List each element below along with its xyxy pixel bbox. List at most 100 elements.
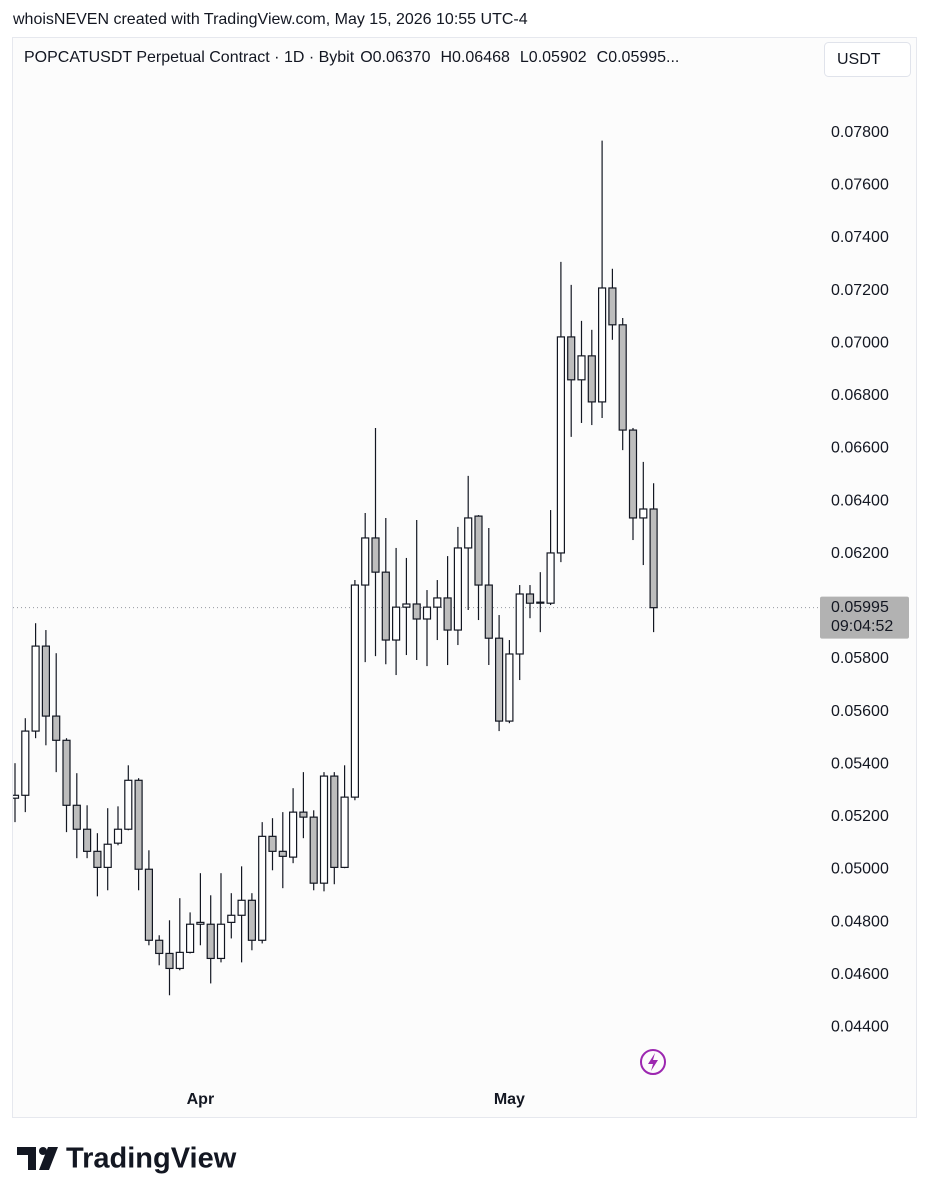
candle-body	[556, 336, 566, 554]
candle-body	[381, 571, 390, 641]
candle-body	[13, 794, 20, 799]
candle-body	[618, 324, 627, 431]
brand-logo	[17, 1147, 58, 1170]
candle-body	[330, 775, 339, 868]
candle-body	[52, 715, 61, 741]
candle-body	[134, 779, 143, 870]
candle-body	[186, 923, 195, 953]
candle-body	[525, 593, 535, 604]
candle-body	[628, 429, 638, 519]
candle-body	[392, 606, 401, 641]
candle-body	[165, 952, 174, 970]
candle-body	[299, 811, 308, 818]
candle-body	[484, 584, 493, 639]
legend-bar	[13, 38, 916, 78]
symbol-name: POPCATUSDT Perpetual Contract · 1D · Byb…	[24, 49, 355, 66]
candle-body	[433, 597, 442, 608]
candle-body	[278, 850, 287, 857]
candle-body	[474, 515, 483, 586]
candle-body	[216, 923, 226, 960]
y-tick-label: 0.05600	[831, 703, 889, 720]
y-tick-label: 0.06600	[831, 440, 889, 457]
candle-body	[237, 899, 246, 916]
y-tick-label: 0.05000	[831, 861, 889, 878]
ohlc-key: H	[440, 49, 452, 66]
ohlc-value: 0.06468	[452, 49, 510, 66]
brand-name: TradingView	[66, 1143, 237, 1175]
candle-body	[639, 508, 648, 519]
candle-body	[495, 637, 504, 722]
candle-body	[340, 796, 349, 868]
candle-body	[93, 850, 102, 868]
plot-area	[13, 140, 820, 996]
y-tick-label: 0.04800	[831, 913, 889, 930]
y-tick-label: 0.07000	[831, 334, 889, 351]
candle-body	[268, 835, 277, 852]
candle-body	[258, 835, 267, 941]
candle-body	[371, 537, 380, 573]
last-price-box	[820, 596, 909, 639]
y-tick-label: 0.07400	[831, 229, 889, 246]
y-tick-label: 0.04600	[831, 966, 889, 983]
ohlc-value: 0.05995...	[608, 49, 679, 66]
candle-body	[515, 593, 524, 655]
ohlc-key: C	[597, 49, 609, 66]
candle-body	[412, 603, 421, 620]
candle-body	[289, 811, 298, 858]
candle-body	[361, 537, 370, 586]
candle-body	[62, 739, 71, 806]
lightning-icon[interactable]	[640, 1049, 666, 1075]
candle-body	[587, 355, 596, 403]
ohlc-value: 0.05902	[529, 49, 587, 66]
candle-body	[155, 939, 164, 955]
candle-body	[41, 645, 51, 717]
candle-body	[443, 597, 452, 631]
candle-body	[31, 645, 40, 732]
candle-body	[175, 951, 184, 970]
candle-body	[72, 804, 81, 830]
candle-body	[350, 584, 359, 798]
y-tick-label: 0.06400	[831, 492, 889, 509]
candle-body	[21, 730, 30, 796]
currency-button[interactable]	[824, 42, 911, 77]
currency-label[interactable]: USDT	[837, 51, 881, 68]
y-tick-label: 0.06800	[831, 387, 889, 404]
y-tick-label: 0.07800	[831, 124, 889, 141]
candle-body	[464, 517, 473, 549]
candle-body	[309, 816, 318, 884]
symbol-legend: POPCATUSDT Perpetual Contract · 1D · Byb…	[24, 49, 679, 66]
candle-body	[113, 828, 123, 844]
candle-body	[124, 779, 133, 830]
candle-body	[227, 914, 236, 923]
candle-body	[103, 843, 112, 868]
candle-body	[546, 552, 555, 604]
y-tick-label: 0.04400	[831, 1019, 889, 1036]
candle-body	[247, 899, 256, 941]
candle-body	[196, 921, 205, 925]
candle-body	[567, 336, 576, 381]
countdown-label: 09:04:52	[831, 618, 893, 635]
chart-frame	[12, 37, 917, 1118]
candle-body	[505, 653, 514, 722]
candle-body	[608, 287, 617, 326]
candle-body	[144, 868, 153, 941]
y-tick-label: 0.05200	[831, 808, 889, 825]
x-tick-label: Apr	[187, 1091, 215, 1108]
candle-body	[453, 547, 462, 631]
ohlc-key: L	[520, 49, 529, 66]
ohlc-value: 0.06370	[373, 49, 431, 66]
x-tick-label: May	[494, 1091, 525, 1108]
candle-body	[206, 923, 215, 960]
y-tick-label: 0.07600	[831, 177, 889, 194]
y-tick-label: 0.05800	[831, 650, 889, 667]
candle-body	[577, 355, 586, 381]
ohlc-key: O	[360, 49, 372, 66]
last-price-label: 0.05995	[831, 599, 889, 616]
y-tick-label: 0.05400	[831, 755, 889, 772]
y-tick-label: 0.06200	[831, 545, 889, 562]
attribution: whoisNEVEN created with TradingView.com,…	[12, 11, 528, 28]
candle-body	[536, 601, 545, 604]
candle-body	[402, 603, 411, 608]
